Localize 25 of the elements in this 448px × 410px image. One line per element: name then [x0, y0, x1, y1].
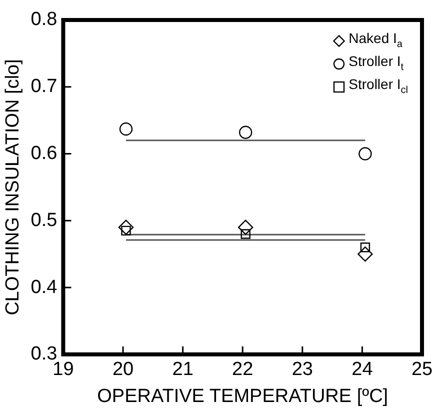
point	[358, 147, 372, 160]
x-tick-label: 23	[292, 359, 313, 380]
x-tick-label: 21	[172, 359, 194, 380]
x-axis-title: OPERATIVE TEMPERATURE [ºC]	[97, 386, 388, 407]
y-tick-label: 0.7	[30, 76, 58, 98]
x-tick-label: 22	[232, 359, 254, 380]
point	[240, 229, 250, 239]
point	[358, 246, 373, 262]
point	[118, 220, 134, 235]
y-axis-title: CLOTHING INSULATION [clo]	[2, 59, 24, 316]
y-tick-label: 0.5	[30, 210, 58, 231]
y-tick-label: 0.4	[30, 276, 58, 298]
y-tick-label: 0.8	[30, 9, 58, 30]
x-tick-label: 25	[411, 359, 433, 380]
point	[360, 242, 370, 252]
point	[238, 220, 254, 235]
point	[119, 122, 133, 136]
y-tick-label: 0.6	[30, 142, 58, 164]
legend-label: Stroller I$_{cl}$	[348, 76, 408, 98]
legend-label: Naked I$_{a}$	[348, 30, 402, 52]
x-tick-label: 24	[352, 359, 374, 380]
x-tick-label: 19	[52, 359, 74, 380]
point	[238, 126, 252, 139]
legend-label: Stroller I$_{t}$	[348, 52, 404, 75]
x-tick-label: 20	[112, 359, 134, 380]
